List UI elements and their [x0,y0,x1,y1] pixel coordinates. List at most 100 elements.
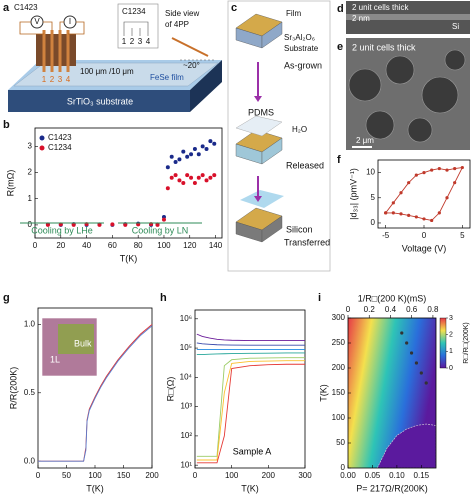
panel-label: i [318,292,321,304]
data-point [407,213,411,218]
data-point [97,222,102,227]
side-view-label: Side view [165,9,199,18]
x-axis-label: Voltage (V) [402,243,447,253]
pin-label: 3 [138,37,143,46]
data-point [189,152,194,157]
pdms-layer [235,115,283,137]
substrate-side [190,60,222,112]
sem-hole [407,117,433,143]
y-tick-label: 10⁴ [180,372,193,381]
pin-label: 2 [50,75,55,84]
x2-tick-label: 0.4 [385,305,397,314]
data-point [212,173,217,178]
tem-stripe [346,14,470,20]
x-axis-label: T(K) [86,483,104,493]
step-label: As-grown [284,60,322,70]
x2-tick-label: 0 [346,305,351,314]
data-point [422,170,426,175]
plot-frame [34,127,223,239]
data-point [185,154,190,159]
config-label: C1423 [14,3,38,12]
y-tick-label: 50 [336,438,345,447]
probe-pin [58,30,62,72]
sem-hole [444,49,466,71]
data-point [165,165,170,170]
pin-label: 1 [122,37,127,46]
y-tick-label: 0 [341,463,346,472]
data-point [192,181,197,185]
data-point [189,175,194,180]
scale-label: 2 nm [352,14,370,23]
data-point [71,222,76,227]
data-point [161,217,166,222]
layer-label: H₂O [292,125,307,134]
arrow-head [254,196,262,202]
x-tick-label: 0 [36,471,41,480]
data-point [173,160,178,165]
layer [261,21,283,49]
x-tick-label: 0 [193,471,198,480]
y-tick-label: 0.0 [24,456,36,465]
substrate-label: Si [452,22,459,31]
layer-label: PDMS [248,107,274,117]
inset-label: Bulk [74,338,92,348]
data-point [212,141,217,146]
side-view-label: of 4PP [165,20,189,29]
data-line [196,333,305,342]
data-line [196,357,305,457]
probe-pin [42,30,46,72]
y-tick-label: 100 [332,413,346,422]
scale-label: 2 μm [356,136,374,145]
thickness-label: 2 unit cells thick [352,42,416,52]
sem-hole [365,110,395,140]
y-tick-label: 250 [332,338,346,347]
panel-label: c [231,2,237,14]
crossover-point [419,371,423,375]
legend-marker [39,145,45,151]
scale-label: 100 μm /10 μm [80,67,134,76]
data-line [196,360,305,461]
y-tick-label: 3 [28,141,33,150]
pin-label: 4 [66,75,71,84]
data-point [208,175,213,180]
y-axis-label: T(K) [318,384,328,402]
data-point [173,173,178,178]
layer [261,137,283,165]
data-point [196,175,201,180]
crossover-point [409,351,414,355]
data-point [437,211,441,215]
layer-label: Substrate [284,44,319,53]
x-axis-label: P= 217Ω/R(200K) [356,483,428,493]
colorbar-label: R□/R□(200K) [463,322,470,364]
x-tick-label: 200 [262,471,276,480]
inset-label: 1L [50,354,60,364]
data-point [181,181,186,185]
data-point [399,212,403,216]
data-point [414,173,418,177]
pin-label: 3 [58,75,63,84]
y-tick-label: 10⁶ [180,314,192,323]
y-axis-label: |d₃₃| (pmV⁻¹) [348,168,358,220]
data-point [208,139,213,144]
data-point [177,157,182,162]
annotation: Cooling by LHe [31,225,93,235]
data-line [196,352,305,356]
x-tick-label: 300 [298,471,312,480]
data-point [453,181,457,185]
y-tick-label: 1 [28,194,33,203]
y-tick-label: 0 [28,220,33,229]
step-label: Released [286,160,324,170]
probe-pin [66,30,70,72]
y-tick-label: 2 [28,168,33,177]
data-point [155,222,160,227]
data-point [437,166,441,171]
annotation: Sample A [233,446,272,456]
crossover-point [400,331,404,335]
data-point [391,201,395,205]
data-point [196,152,201,157]
substrate-label: SrTiO₃ substrate [67,96,133,106]
panel-label: b [3,119,10,131]
data-line [196,363,305,464]
data-point [399,191,403,195]
inset-flake [58,324,94,354]
